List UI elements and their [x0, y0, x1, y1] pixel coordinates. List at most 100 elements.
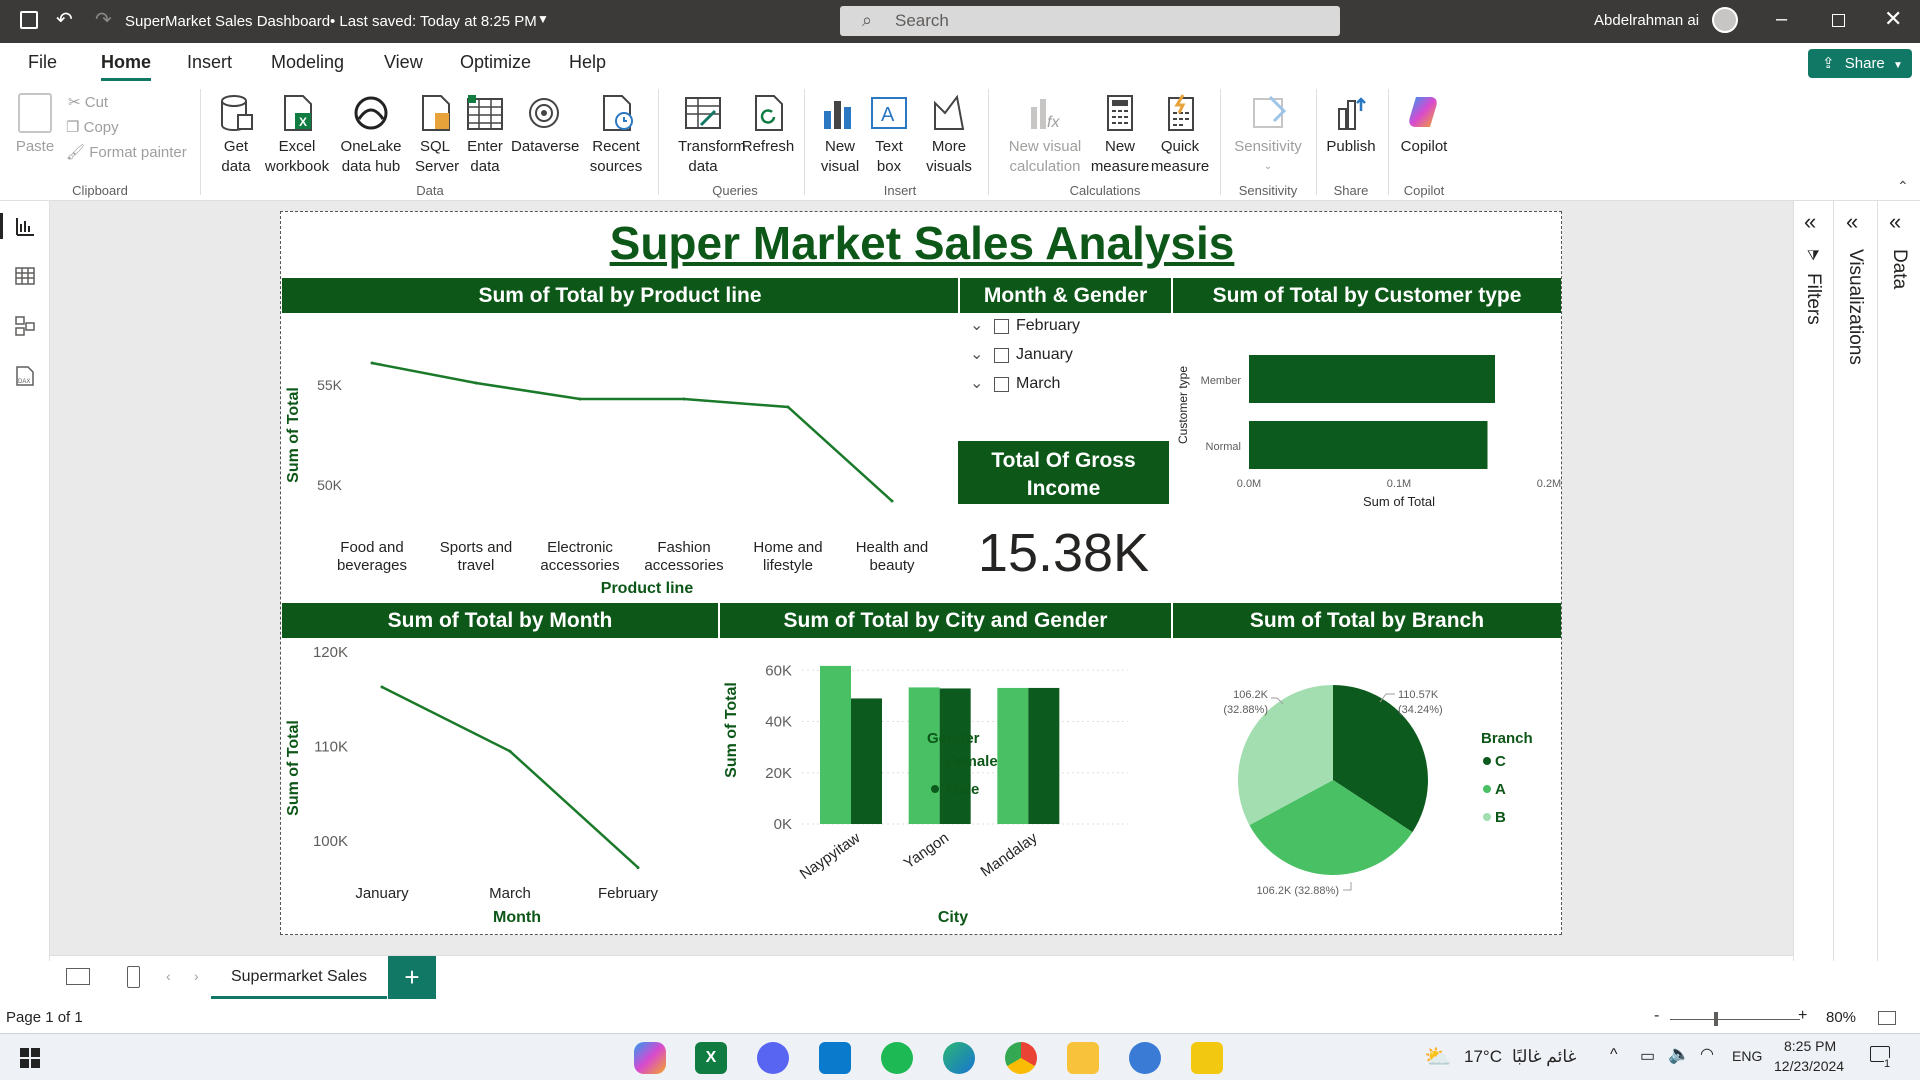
close-icon[interactable]: ✕	[1884, 6, 1903, 31]
dataverse-button[interactable]: Dataverse	[511, 93, 579, 157]
chevron-down-icon[interactable]: ⌄	[970, 375, 984, 392]
volume-icon[interactable]: 🔈	[1668, 1044, 1691, 1064]
clock-time[interactable]: 8:25 PM	[1784, 1038, 1837, 1054]
city-gender-chart[interactable]: 0K 20K 40K 60K Naypyitaw Yangon Mandalay City Su…	[720, 640, 1171, 934]
expand-visualizations-icon[interactable]: «	[1846, 209, 1859, 234]
visualizations-pane[interactable]: « Visualizations	[1833, 201, 1877, 961]
more-visuals-button[interactable]: More visuals	[918, 93, 980, 177]
new-visual-button[interactable]: New visual	[815, 93, 865, 177]
chevron-down-icon[interactable]: ⌄	[970, 346, 984, 363]
copy-button[interactable]: ❐ Copy	[66, 118, 119, 138]
expand-data-icon[interactable]: «	[1889, 209, 1902, 234]
weather-temp[interactable]: 17°C	[1464, 1047, 1502, 1066]
slicer-item[interactable]: ⌄ February	[966, 316, 1156, 340]
menu-home[interactable]: Home	[101, 52, 152, 81]
excel-workbook-button[interactable]: X Excel workbook	[262, 93, 332, 177]
paste-button[interactable]: Paste	[10, 93, 60, 157]
recent-sources-button[interactable]: Recent sources	[585, 93, 647, 177]
weather-desc[interactable]: غائم غالبًا	[1512, 1047, 1577, 1066]
davinci-app-icon[interactable]	[1129, 1042, 1161, 1074]
get-data-button[interactable]: Get data	[208, 93, 264, 177]
spotify-app-icon[interactable]	[881, 1042, 913, 1074]
transform-data-button[interactable]: Transform data	[668, 93, 746, 177]
avatar[interactable]	[1712, 7, 1738, 33]
sql-server-button[interactable]: SQL Server	[412, 93, 459, 177]
slicer-item[interactable]: ⌄ January	[966, 345, 1156, 369]
collapse-ribbon-icon[interactable]: ⌃	[1897, 178, 1909, 194]
excel-app-icon[interactable]: X	[695, 1042, 727, 1074]
zoom-slider-thumb[interactable]	[1714, 1012, 1718, 1026]
chevron-down-icon[interactable]: ⌄	[970, 317, 984, 334]
new-measure-button[interactable]: New measure	[1090, 93, 1150, 177]
tab-supermarket-sales[interactable]: Supermarket Sales	[211, 956, 387, 999]
fit-page-icon[interactable]	[1878, 1011, 1896, 1025]
prev-page-icon[interactable]: ‹	[166, 968, 171, 984]
copilot-button[interactable]: Copilot	[1394, 93, 1454, 157]
enter-data-button[interactable]: Enter data	[462, 93, 508, 177]
sensitivity-button[interactable]: Sensitivity ⌄	[1230, 93, 1306, 177]
user-name[interactable]: Abdelrahman ai	[1594, 12, 1700, 29]
powerbi-app-icon[interactable]	[1191, 1042, 1223, 1074]
month-chart[interactable]: 100K 110K 120K January March February Month Sum…	[282, 640, 718, 934]
menu-help[interactable]: Help	[569, 52, 607, 72]
vscode-app-icon[interactable]	[819, 1042, 851, 1074]
table-view-icon[interactable]	[14, 265, 36, 287]
mobile-layout-icon[interactable]	[127, 966, 140, 988]
share-button[interactable]: ⇪ Share ▼	[1808, 49, 1912, 78]
maximize-icon[interactable]	[1832, 14, 1845, 27]
menu-file[interactable]: File	[28, 52, 58, 72]
next-page-icon[interactable]: ›	[194, 968, 199, 984]
last-saved[interactable]: • Last saved: Today at 8:25 PM	[330, 13, 537, 30]
tray-chevron-icon[interactable]: ^	[1610, 1046, 1618, 1063]
zoom-slider[interactable]	[1670, 1012, 1800, 1026]
product-line-chart[interactable]: 50K 55K Food and beverages Sports and travel E…	[282, 315, 958, 600]
clock-date[interactable]: 12/23/2024	[1774, 1058, 1845, 1074]
branch-pie-chart[interactable]: 110.57K (34.24%) 106.2K (32.88%) 106.2K (32.…	[1173, 640, 1561, 934]
refresh-button[interactable]: Refresh	[740, 93, 796, 157]
slicer-checkbox[interactable]	[994, 348, 1009, 363]
slicer-item[interactable]: ⌄ March	[966, 374, 1156, 398]
menu-insert[interactable]: Insert	[187, 52, 233, 72]
quick-measure-button[interactable]: Quick measure	[1150, 93, 1212, 177]
slicer-checkbox[interactable]	[994, 377, 1009, 392]
battery-icon[interactable]: ▭	[1640, 1048, 1656, 1065]
dax-query-icon[interactable]: DAX	[14, 365, 36, 387]
new-visual-calc-button[interactable]: fx New visual calculation	[995, 93, 1095, 177]
model-view-icon[interactable]	[14, 315, 36, 337]
cut-button[interactable]: ✂ Cut	[68, 93, 108, 113]
minimize-icon[interactable]: –	[1776, 8, 1788, 30]
copilot-app-icon[interactable]	[634, 1042, 666, 1074]
save-icon[interactable]	[20, 11, 38, 29]
onelake-button[interactable]: OneLake data hub	[333, 93, 409, 177]
zoom-level[interactable]: 80%	[1826, 1009, 1857, 1026]
slicer-checkbox[interactable]	[994, 319, 1009, 334]
filters-pane[interactable]: « ⧩ Filters	[1793, 201, 1833, 961]
file-explorer-app-icon[interactable]	[1067, 1042, 1099, 1074]
language-indicator[interactable]: ENG	[1732, 1048, 1763, 1064]
add-page-button[interactable]: +	[388, 956, 436, 999]
customer-type-chart[interactable]: Member Normal 0.0M 0.1M 0.2M Sum of Total Cust…	[1173, 315, 1561, 600]
report-view-icon[interactable]	[14, 215, 36, 237]
windows-start-icon[interactable]	[20, 1048, 40, 1068]
zoom-out-button[interactable]: -	[1654, 1007, 1660, 1024]
menu-view[interactable]: View	[384, 52, 423, 72]
weather-icon[interactable]: ⛅	[1424, 1044, 1452, 1069]
desktop-layout-icon[interactable]	[66, 968, 90, 985]
zoom-in-button[interactable]: +	[1798, 1007, 1808, 1024]
publish-button[interactable]: Publish	[1322, 93, 1380, 157]
search-input[interactable]: ⌕ Search	[840, 6, 1340, 36]
chevron-down-icon[interactable]: ▼	[537, 12, 549, 26]
edge-app-icon[interactable]	[943, 1042, 975, 1074]
expand-filters-icon[interactable]: «	[1804, 209, 1817, 234]
redo-icon[interactable]: ↷	[95, 9, 112, 31]
menu-modeling[interactable]: Modeling	[271, 52, 345, 72]
notification-icon[interactable]	[1870, 1046, 1890, 1062]
data-pane[interactable]: « Data	[1877, 201, 1920, 961]
wifi-icon[interactable]: ◠	[1700, 1046, 1714, 1063]
chrome-app-icon[interactable]	[1005, 1042, 1037, 1074]
text-box-button[interactable]: A Text box	[866, 93, 912, 177]
format-painter-button[interactable]: 🖌 Format painter	[66, 143, 187, 163]
undo-icon[interactable]: ↶	[56, 9, 73, 31]
menu-optimize[interactable]: Optimize	[460, 52, 532, 72]
discord-app-icon[interactable]	[757, 1042, 789, 1074]
